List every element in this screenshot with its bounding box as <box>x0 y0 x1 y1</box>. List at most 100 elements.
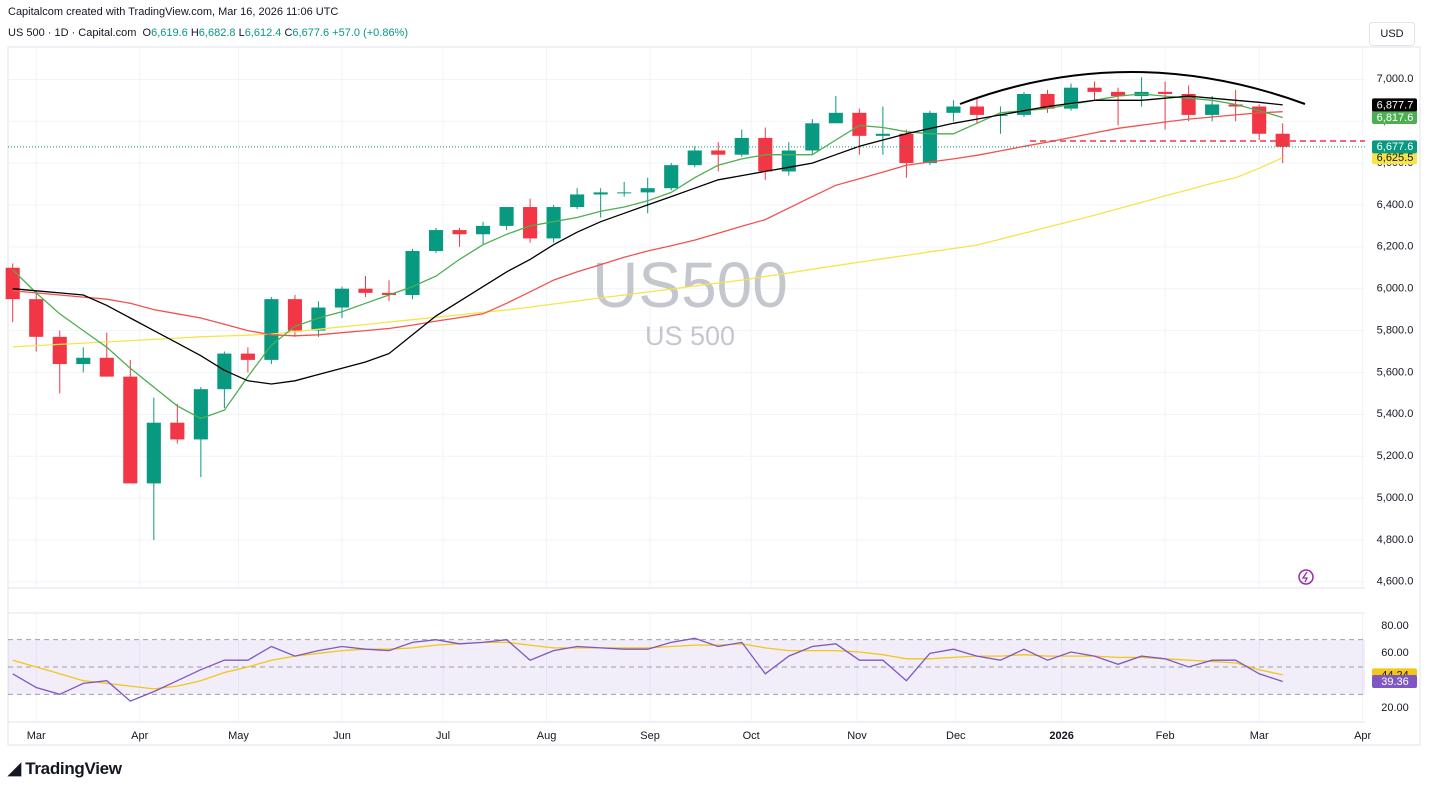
candle-body <box>52 336 67 365</box>
candle-body <box>405 251 420 295</box>
y-tick-label: 5,000.0 <box>1377 492 1414 504</box>
ohlc-value: 6,619.6 <box>151 27 188 39</box>
y-tick-label: 60.00 <box>1381 647 1409 659</box>
x-tick-label: Jun <box>333 730 351 742</box>
ohlc-key: C <box>284 27 293 39</box>
brand: TradingView <box>25 759 122 778</box>
price-badge-label: 6,677.6 <box>1377 141 1414 153</box>
x-tick-label: Jul <box>436 730 450 742</box>
candle-body <box>570 194 585 208</box>
candle-body <box>922 112 937 164</box>
series-line <box>12 641 1283 690</box>
price-badge-label: 6,817.6 <box>1377 112 1414 124</box>
brand-logo[interactable]: ◢ TradingView <box>8 759 122 778</box>
candle-body <box>1158 91 1173 94</box>
candle-body <box>123 376 138 484</box>
candle-body <box>852 112 867 136</box>
foreground-layer <box>5 77 1365 702</box>
x-tick-label: May <box>228 730 249 742</box>
x-tick-label: Mar <box>1250 730 1269 742</box>
price-badge-label: 6,625.5 <box>1377 152 1414 164</box>
series-line <box>12 95 1283 385</box>
alert-icon[interactable] <box>1298 569 1314 585</box>
x-tick-label: 2026 <box>1049 730 1073 742</box>
y-tick-label: 5,600.0 <box>1377 366 1414 378</box>
x-tick-label: Apr <box>131 730 148 742</box>
candle-body <box>76 357 91 365</box>
y-tick-label: 80.00 <box>1381 620 1409 632</box>
x-tick-label: Mar <box>27 730 46 742</box>
watermark: US500 <box>592 249 788 321</box>
candle-body <box>899 133 914 164</box>
candle-body <box>240 353 255 360</box>
price-badge <box>1372 111 1417 125</box>
candle-body <box>1181 93 1196 115</box>
trend-arc <box>959 71 1306 105</box>
symbol-bar: US 500 · 1D · Capital.com O6,619.6 H6,68… <box>8 27 408 39</box>
ohlc-value: 6,677.6 <box>292 27 330 39</box>
x-tick-label: Dec <box>946 730 966 742</box>
candle-body <box>1228 104 1243 107</box>
price-badge-label: 6,877.7 <box>1377 99 1414 111</box>
candle-body <box>476 225 491 235</box>
candle-body <box>287 299 302 331</box>
candle-body <box>217 353 232 390</box>
price-badge <box>1372 151 1417 165</box>
candle-body <box>452 230 467 235</box>
candle-body <box>640 188 655 193</box>
y-tick-label: 4,600.0 <box>1377 576 1414 588</box>
y-tick-label: 5,200.0 <box>1377 450 1414 462</box>
x-tick-label: Oct <box>743 730 760 742</box>
candle-body <box>687 150 702 166</box>
ohlc-key: O <box>142 27 152 39</box>
candle-body <box>617 192 632 194</box>
candle-body <box>5 267 20 300</box>
candle-body <box>428 230 444 251</box>
price-badge <box>1372 98 1417 112</box>
y-tick-label: 5,400.0 <box>1377 408 1414 420</box>
x-tick-label: Sep <box>640 730 660 742</box>
y-tick-label: 6,400.0 <box>1377 199 1414 211</box>
watermark-sub: US 500 <box>645 321 735 351</box>
candle-body <box>170 422 185 440</box>
y-tick-label: 7,000.0 <box>1377 73 1414 85</box>
candle-body <box>1087 87 1102 92</box>
y-tick-label: 5,800.0 <box>1377 324 1414 336</box>
x-tick-label: Apr <box>1354 730 1371 742</box>
candle-body <box>146 422 161 484</box>
price-badge <box>1372 140 1417 154</box>
ohlc-key: L <box>238 27 245 39</box>
candle-body <box>593 192 608 195</box>
y-tick-label: 20.00 <box>1381 702 1409 714</box>
candle-body <box>805 123 820 151</box>
candle-body <box>381 292 397 295</box>
symbol: US 500 · 1D · Capital.com <box>8 27 137 39</box>
series-line <box>12 111 1283 337</box>
series-line <box>12 157 1283 348</box>
ohlc-value: 6,682.8 <box>198 27 236 39</box>
candle-body <box>334 288 350 308</box>
candle-body <box>358 288 373 293</box>
candle-body <box>946 106 961 113</box>
candle-body <box>193 389 208 440</box>
source-line: Capitalcom created with TradingView.com,… <box>8 6 339 18</box>
candle-body <box>546 207 561 239</box>
candle-body <box>828 112 843 124</box>
change: +57.0 (+0.86%) <box>332 27 409 39</box>
price-badge-label: 39.36 <box>1381 676 1409 688</box>
candle-body <box>1111 91 1126 97</box>
ohlc-key: H <box>190 27 199 39</box>
candle-body <box>711 150 726 155</box>
x-tick-label: Feb <box>1156 730 1175 742</box>
currency-button[interactable]: USD <box>1369 22 1415 46</box>
candle-body <box>99 357 114 377</box>
candle-body <box>264 299 279 360</box>
candle-body <box>969 106 985 115</box>
series-line <box>12 93 1283 420</box>
y-tick-label: 6,000.0 <box>1377 283 1414 295</box>
candle-body <box>29 299 44 337</box>
candle-body <box>523 207 538 239</box>
candle-body <box>664 165 679 189</box>
